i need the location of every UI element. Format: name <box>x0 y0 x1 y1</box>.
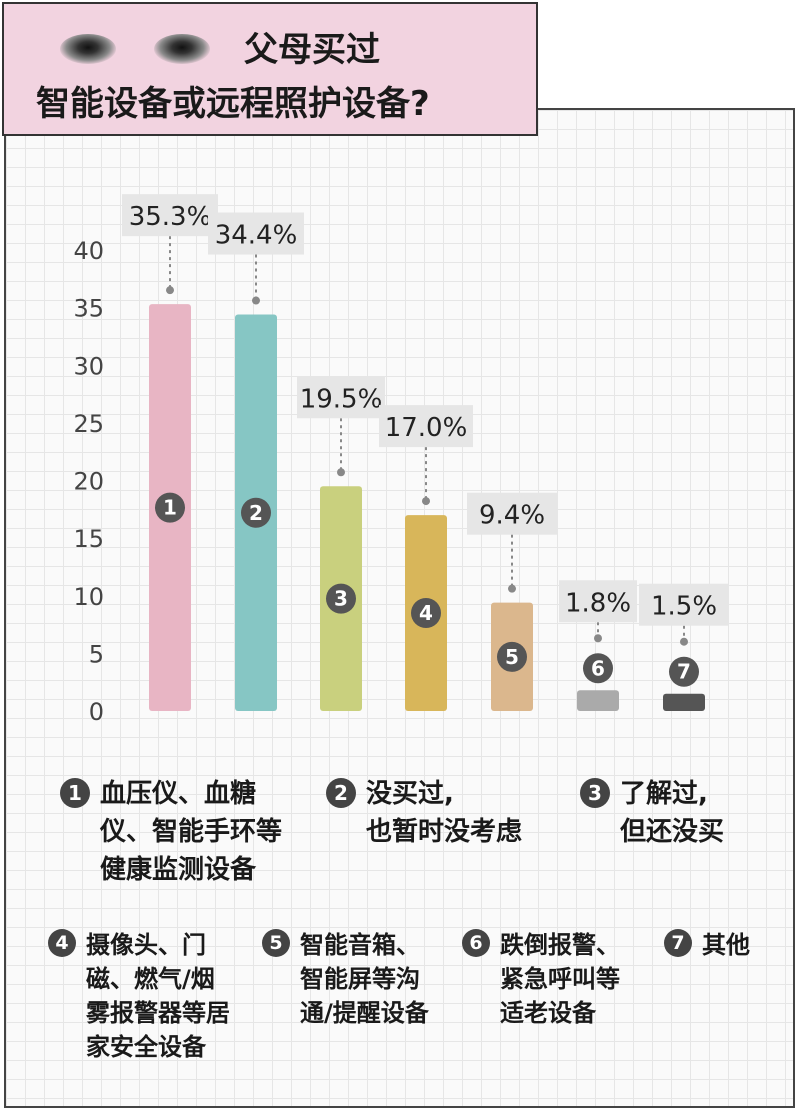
chart-title-line-2: 智能设备或远程照护设备? <box>36 84 430 124</box>
y-tick-label: 20 <box>73 468 104 496</box>
bar-marker-circle <box>241 497 271 528</box>
value-label: 34.4% <box>215 221 298 251</box>
value-label-box <box>467 492 557 535</box>
legend-item-1: 1 血压仪、血糖 仪、智能手环等 健康监测设备 <box>60 775 282 889</box>
legend-label-2: 没买过, 也暂时没考虑 <box>366 779 523 847</box>
value-label-dot <box>680 637 688 646</box>
y-tick-label: 5 <box>89 640 104 668</box>
bar-marker-circle <box>669 656 699 687</box>
value-label-box <box>639 583 729 626</box>
legend-label-6: 跌倒报警、 紧急呼叫等 适老设备 <box>500 931 620 1027</box>
y-tick-label: 0 <box>89 698 104 726</box>
value-label-box <box>208 212 304 255</box>
value-label: 1.8% <box>565 588 631 618</box>
chart-title-line-1: 父母买过 <box>244 30 380 70</box>
value-label-box <box>297 376 385 419</box>
y-tick-label: 40 <box>73 237 104 265</box>
bar-marker-label: 4 <box>419 601 433 625</box>
legend-item-7: 7 其他 <box>664 928 750 962</box>
legend-label-1: 血压仪、血糖 仪、智能手环等 健康监测设备 <box>100 779 283 885</box>
value-label-box <box>379 405 473 448</box>
bar-marker-label: 1 <box>163 496 177 520</box>
value-label-dot <box>337 468 345 477</box>
bar-marker-label: 3 <box>334 587 348 611</box>
value-label-dot <box>252 296 260 305</box>
legend-label-4: 摄像头、门 磁、燃气/烟 雾报警器等居 家安全设备 <box>86 931 230 1061</box>
value-label: 35.3% <box>129 202 212 232</box>
bar-marker-label: 7 <box>677 660 691 684</box>
legend-label-5: 智能音箱、 智能屏等沟 通/提醒设备 <box>300 931 429 1027</box>
bar-marker-circle <box>411 598 441 629</box>
y-tick-label: 25 <box>73 410 104 438</box>
bar-marker-circle <box>155 492 185 523</box>
bar <box>577 690 619 711</box>
value-label: 17.0% <box>385 413 468 443</box>
legend-marker-3: 3 <box>580 778 610 808</box>
bar-marker-circle <box>583 653 613 684</box>
value-label-box <box>122 194 218 237</box>
value-label-dot <box>594 634 602 643</box>
legend-label-7: 其他 <box>702 931 750 959</box>
value-label-dot <box>166 286 174 295</box>
right-eye-icon <box>154 34 210 64</box>
bar-chart: 0 5 10 15 20 25 30 35 40 1 35.3% 2 34.4% 3 19.5% 4 17.0%… <box>73 194 729 726</box>
legend-item-4: 4 摄像头、门 磁、燃气/烟 雾报警器等居 家安全设备 <box>48 928 230 1064</box>
value-label-dot <box>508 584 516 593</box>
legend-marker-6: 6 <box>462 929 490 957</box>
y-tick-label: 30 <box>73 352 104 380</box>
y-tick-label: 10 <box>73 583 104 611</box>
legend-item-6: 6 跌倒报警、 紧急呼叫等 适老设备 <box>462 928 620 1030</box>
legend-item-3: 3 了解过, 但还没买 <box>580 775 724 851</box>
value-label-box <box>559 580 637 623</box>
legend-marker-7: 7 <box>664 929 692 957</box>
legend-marker-4: 4 <box>48 929 76 957</box>
y-tick-label: 35 <box>73 295 104 323</box>
legend-item-2: 2 没买过, 也暂时没考虑 <box>326 775 522 851</box>
y-tick-label: 15 <box>73 525 104 553</box>
legend-label-3: 了解过, 但还没买 <box>620 779 725 847</box>
bar-marker-label: 2 <box>249 501 263 525</box>
legend-marker-5: 5 <box>262 929 290 957</box>
value-label: 19.5% <box>300 384 383 414</box>
legend-marker-2: 2 <box>326 778 356 808</box>
bar-marker-circle <box>497 641 527 672</box>
left-eye-icon <box>60 34 116 64</box>
legend-marker-1: 1 <box>60 778 90 808</box>
bar <box>663 693 705 711</box>
bar-marker-circle <box>326 583 356 614</box>
value-label-dot <box>422 497 430 506</box>
bar-marker-label: 6 <box>591 656 605 680</box>
title-banner: 父母买过 智能设备或远程照护设备? <box>2 2 538 136</box>
legend-item-5: 5 智能音箱、 智能屏等沟 通/提醒设备 <box>262 928 429 1030</box>
value-label: 9.4% <box>479 501 545 531</box>
value-label: 1.5% <box>651 592 717 622</box>
bar-marker-label: 5 <box>505 645 519 669</box>
